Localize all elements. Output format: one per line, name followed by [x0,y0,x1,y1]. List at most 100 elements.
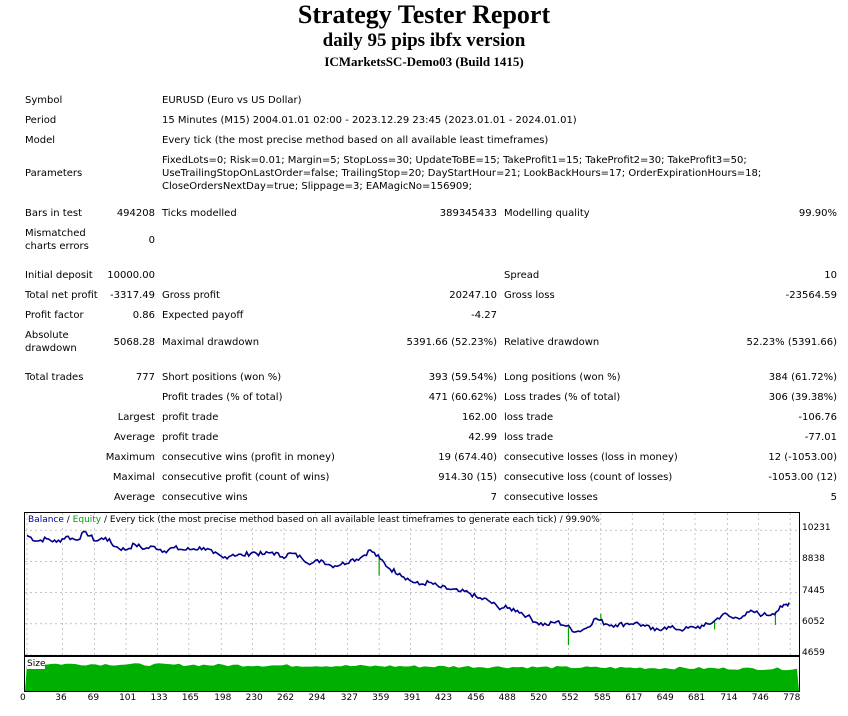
legend-sep: / [63,515,73,525]
rel-dd-value: 52.23% (5391.66) [746,337,837,348]
largest-loss-label: loss trade [504,412,554,423]
x-tick-label: 714 [720,693,738,703]
avg-cons-losses-label: consecutive losses [504,492,598,503]
avg-cons-losses-value: 5 [830,492,837,503]
errors-label: charts errors [25,241,89,252]
avg-loss-value: -77.01 [804,432,837,443]
gross-profit-value: 20247.10 [449,290,497,301]
model-label: Model [25,135,56,146]
payoff-value: -4.27 [471,310,497,321]
x-tick-label: 391 [403,693,421,703]
size-label: Size [27,659,46,669]
symbol-label: Symbol [25,95,63,106]
size-area [25,663,799,691]
max-dd-label: Maximal drawdown [162,337,260,348]
loss-trades-value: 306 (39.38%) [768,392,837,403]
total-trades-label: Total trades [25,372,84,383]
legend-desc: / Every tick (the most precise method ba… [101,515,600,525]
parameters-line: FixedLots=0; Risk=0.01; Margin=5; StopLo… [162,155,747,166]
x-tick-label: 359 [372,693,390,703]
x-tick-label: 294 [308,693,326,703]
max-cons-losses-value: 12 (-1053.00) [768,452,837,463]
bars-label: Bars in test [25,208,82,219]
gross-loss-label: Gross loss [504,290,555,301]
legend-equity: Equity [72,515,102,525]
maximal-cons-profit-value: 914.30 (15) [438,472,497,483]
max-cons-wins-value: 19 (674.40) [438,452,497,463]
spread-value: 10 [824,270,837,281]
ticks-label: Ticks modelled [162,208,237,219]
x-tick-label: 617 [625,693,643,703]
average-label: Average [113,492,155,503]
largest-profit-label: profit trade [162,412,219,423]
average-label: Average [113,432,155,443]
balance-line [26,530,790,634]
legend-balance: Balance [28,515,64,525]
profit-factor-label: Profit factor [25,310,84,321]
deposit-value: 10000.00 [107,270,155,281]
deposit-label: Initial deposit [25,270,93,281]
abs-dd-label: drawdown [25,343,77,354]
x-tick-label: 423 [434,693,453,703]
maximum-label: Maximum [105,452,155,463]
bars-value: 494208 [116,208,155,219]
parameters-label: Parameters [25,168,83,179]
x-tick-label: 230 [245,693,263,703]
gross-profit-label: Gross profit [162,290,220,301]
gross-loss-value: -23564.59 [785,290,837,301]
profit-trades-label: Profit trades (% of total) [162,392,283,403]
x-tick-label: 36 [55,693,67,703]
profit-factor-value: 0.86 [132,310,155,321]
profit-trades-value: 471 (60.62%) [428,392,497,403]
x-tick-label: 778 [783,693,801,703]
model-value: Every tick (the most precise method base… [162,135,549,146]
max-cons-wins-label: consecutive wins (profit in money) [162,452,335,463]
maximal-cons-loss-label: consecutive loss (count of losses) [504,472,673,483]
parameters-line: UseTrailingStopOnLastOrder=false; Traili… [162,168,762,179]
long-label: Long positions (won %) [504,372,621,383]
x-tick-label: 133 [150,693,168,703]
net-profit-value: -3317.49 [110,290,155,301]
x-tick-label: 649 [656,693,674,703]
parameters-line: CloseOrdersNextDay=true; Slippage=3; EAM… [162,181,472,192]
x-tick-label: 327 [340,693,358,703]
x-tick-label: 488 [498,693,516,703]
net-profit-label: Total net profit [25,290,98,301]
x-tick-label: 198 [214,693,232,703]
total-trades-value: 777 [135,372,155,383]
errors-value: 0 [148,235,155,246]
payoff-label: Expected payoff [162,310,244,321]
y-tick-label: 6052 [802,616,825,627]
short-label: Short positions (won %) [162,372,282,383]
y-tick-label: 7445 [802,585,825,596]
ticks-value: 389345433 [439,208,497,219]
short-value: 393 (59.54%) [428,372,497,383]
avg-profit-label: profit trade [162,432,219,443]
rel-dd-label: Relative drawdown [504,337,600,348]
size-chart-svg [25,663,799,691]
x-tick-label: 585 [593,693,611,703]
period-value: 15 Minutes (M15) 2004.01.01 02:00 - 2023… [162,115,577,126]
avg-loss-label: loss trade [504,432,554,443]
maximal-cons-loss-value: -1053.00 (12) [768,472,837,483]
chart-legend: Balance / Equity / Every tick (the most … [28,515,600,525]
symbol-value: EURUSD (Euro vs US Dollar) [162,95,302,106]
quality-value: 99.90% [798,208,837,219]
x-tick-label: 262 [276,693,295,703]
account-info: ICMarketsSC-Demo03 (Build 1415) [324,54,524,69]
spread-label: Spread [504,270,540,281]
x-tick-label: 746 [751,693,769,703]
x-tick-label: 0 [20,693,26,703]
y-tick-label: 10231 [802,523,831,534]
abs-dd-label: Absolute [25,330,69,341]
x-tick-label: 681 [687,693,706,703]
avg-profit-value: 42.99 [468,432,497,443]
abs-dd-value: 5068.28 [113,337,155,348]
max-cons-losses-label: consecutive losses (loss in money) [504,452,678,463]
size-chart [24,656,800,692]
x-tick-label: 456 [467,693,485,703]
balance-chart [24,512,800,656]
period-label: Period [25,115,57,126]
balance-chart-svg [25,513,799,656]
avg-cons-wins-label: consecutive wins [162,492,248,503]
